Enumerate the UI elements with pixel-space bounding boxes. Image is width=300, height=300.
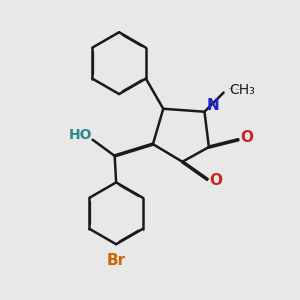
Text: methyl: methyl — [236, 88, 241, 90]
Text: methyl: methyl — [229, 88, 234, 89]
Text: Br: Br — [106, 253, 126, 268]
Text: O: O — [209, 173, 222, 188]
Text: O: O — [240, 130, 253, 145]
Text: CH₃: CH₃ — [230, 83, 255, 97]
Text: N: N — [207, 98, 220, 113]
Text: HO: HO — [68, 128, 92, 142]
